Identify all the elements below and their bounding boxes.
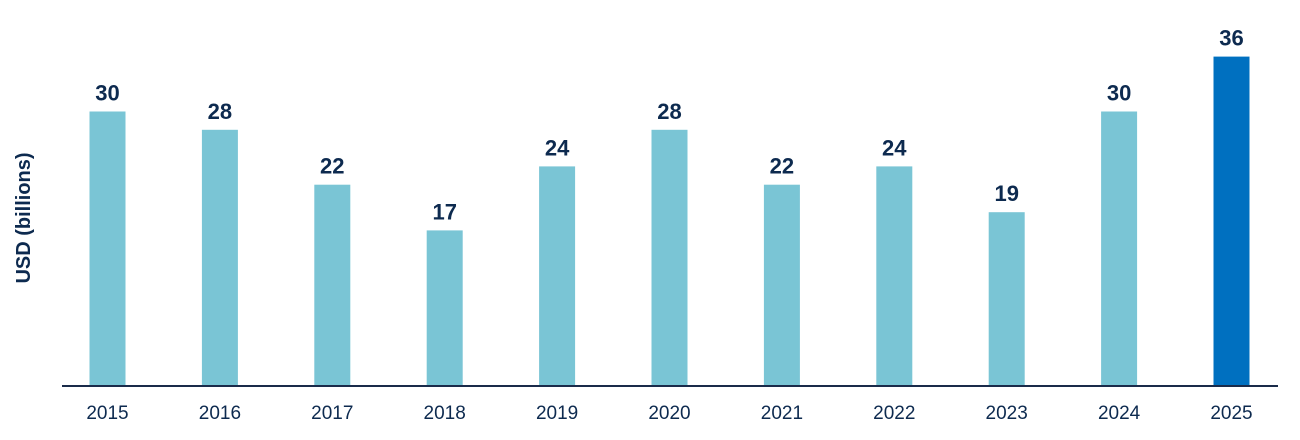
x-tick-label-2015: 2015 [86,403,128,424]
bar-2018 [426,230,463,386]
value-label-2025: 36 [1219,26,1243,51]
bar-2016 [201,129,238,387]
value-label-2018: 17 [432,199,456,224]
bars-group [89,56,1250,387]
bar-2022 [876,166,913,386]
value-label-2016: 28 [208,99,232,124]
x-tick-label-2024: 2024 [1098,403,1141,424]
bar-2021 [763,184,800,386]
bar-2025 [1213,56,1250,386]
value-label-2024: 30 [1107,81,1131,106]
value-label-2021: 22 [770,154,794,179]
bar-2019 [539,166,576,386]
x-tick-label-2022: 2022 [873,403,915,424]
x-tick-label-2016: 2016 [199,403,241,424]
y-axis-label: USD (billions) [13,152,35,283]
value-label-2019: 24 [545,135,570,160]
value-label-2020: 28 [657,99,681,124]
bar-2023 [988,212,1025,386]
value-label-2023: 19 [994,181,1018,206]
bar-2017 [314,184,351,386]
value-label-2022: 24 [882,135,907,160]
x-tick-label-2017: 2017 [311,403,353,424]
x-tick-label-2018: 2018 [424,403,466,424]
x-tick-label-2025: 2025 [1210,403,1252,424]
bar-2024 [1101,111,1138,386]
bar-2020 [651,129,688,387]
x-tick-label-2020: 2020 [648,403,690,424]
x-tick-label-2021: 2021 [761,403,803,424]
value-label-2015: 30 [95,81,119,106]
bar-2015 [89,111,126,386]
value-labels-group: 30 28 22 17 24 28 22 24 19 30 36 [95,26,1243,225]
x-tick-label-2019: 2019 [536,403,578,424]
value-label-2017: 22 [320,154,344,179]
x-tick-labels-group: 2015 2016 2017 2018 2019 2020 2021 2022 2023 2024… [86,403,1252,424]
x-tick-label-2023: 2023 [986,403,1028,424]
